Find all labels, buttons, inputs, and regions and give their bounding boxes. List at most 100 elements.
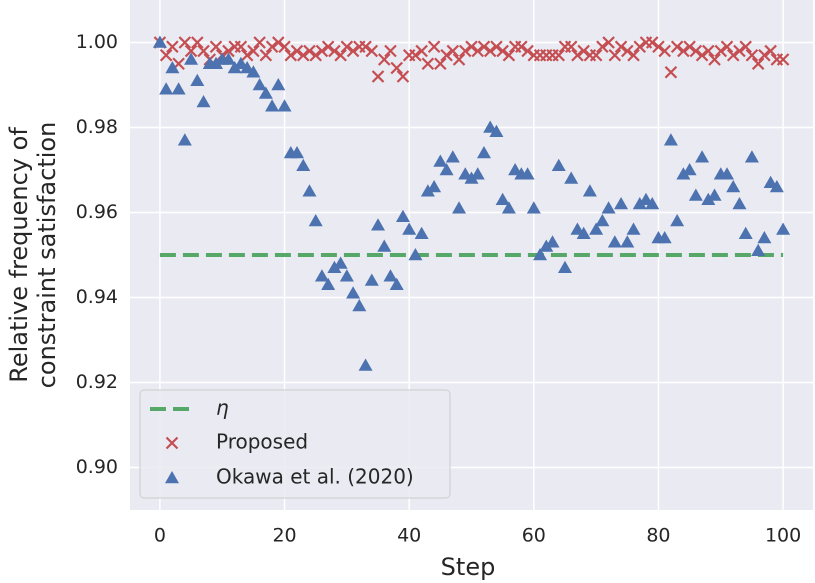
x-tick-label: 40	[397, 525, 421, 547]
x-marker	[670, 40, 684, 54]
x-marker	[733, 44, 746, 58]
x-marker	[608, 48, 622, 62]
x-stroke	[321, 40, 335, 54]
x-marker	[309, 48, 322, 62]
triangle-marker	[277, 99, 292, 112]
x-stroke	[359, 40, 372, 54]
x-stroke	[751, 57, 765, 71]
x-marker	[452, 53, 466, 66]
x-stroke	[658, 44, 671, 58]
x-marker	[683, 40, 696, 54]
x-stroke	[602, 36, 615, 49]
x-marker	[446, 44, 460, 58]
triangle-marker	[445, 150, 460, 163]
x-marker	[284, 48, 298, 62]
x-marker	[739, 40, 752, 54]
x-marker	[589, 48, 603, 62]
triangle-marker	[395, 209, 410, 222]
triangle-marker	[589, 222, 604, 235]
triangle-marker	[364, 273, 379, 286]
triangle-marker	[663, 133, 678, 146]
x-stroke	[577, 44, 590, 58]
x-stroke	[309, 48, 322, 62]
x-tick-label: 80	[646, 525, 670, 547]
x-stroke	[477, 40, 491, 54]
triangle-marker	[383, 269, 398, 282]
x-marker	[296, 48, 310, 62]
legend-box	[139, 389, 451, 499]
x-marker	[371, 70, 385, 83]
triangle-marker	[526, 201, 541, 214]
triangle-marker	[358, 358, 373, 371]
x-stroke	[726, 48, 740, 62]
x-stroke	[159, 48, 173, 62]
y-tick-label: 0.98	[76, 116, 118, 138]
triangle-marker	[695, 150, 710, 163]
x-marker	[776, 53, 790, 66]
x-marker	[496, 44, 509, 58]
triangle-marker	[377, 239, 392, 252]
x-marker	[708, 53, 721, 66]
x-marker	[328, 44, 341, 58]
x-stroke	[483, 44, 497, 58]
x-marker	[502, 48, 516, 62]
triangle-marker	[576, 226, 591, 239]
x-stroke	[695, 48, 709, 62]
triangle-marker	[265, 99, 280, 112]
x-marker	[253, 36, 266, 49]
triangle-marker	[420, 184, 435, 197]
x-marker	[321, 40, 335, 54]
x-marker	[664, 65, 678, 79]
x-marker	[515, 40, 528, 54]
triangle-marker	[464, 171, 479, 184]
x-stroke	[427, 40, 441, 54]
x-stroke	[677, 44, 690, 58]
x-stroke	[664, 65, 678, 79]
triangle-marker	[688, 188, 703, 201]
x-stroke	[415, 44, 428, 58]
x-tick-label: 20	[272, 525, 296, 547]
x-marker	[596, 40, 609, 54]
triangle-marker	[327, 260, 342, 273]
x-marker	[209, 40, 223, 54]
x-marker	[689, 44, 703, 58]
y-axis-label: Relative frequency of	[5, 127, 33, 383]
triangle-marker	[545, 235, 560, 248]
x-marker	[396, 70, 410, 83]
x-stroke	[209, 40, 223, 54]
x-stroke	[733, 44, 746, 58]
x-stroke	[614, 40, 628, 54]
triangle-marker	[302, 184, 317, 197]
triangle-marker	[744, 150, 759, 163]
x-stroke	[290, 44, 304, 58]
x-marker	[159, 48, 173, 62]
x-marker	[272, 36, 285, 49]
x-stroke	[496, 44, 509, 58]
x-stroke	[303, 44, 316, 58]
triangle-marker	[439, 163, 454, 176]
x-marker	[652, 40, 665, 54]
x-marker	[377, 53, 391, 66]
triangle-marker	[308, 214, 323, 227]
x-stroke	[758, 48, 771, 62]
x-stroke	[340, 40, 354, 54]
triangle-marker	[177, 133, 192, 146]
triangle-marker	[296, 158, 311, 171]
triangle-marker	[221, 52, 236, 65]
x-marker	[458, 44, 472, 58]
triangle-marker	[184, 52, 199, 65]
x-stroke	[265, 40, 279, 54]
triangle-marker	[620, 235, 635, 248]
triangle-marker	[489, 124, 504, 137]
x-marker	[247, 44, 260, 58]
triangle-marker	[582, 184, 597, 197]
triangle-marker	[520, 167, 535, 180]
x-stroke	[776, 53, 790, 66]
triangle-marker	[645, 197, 660, 210]
x-stroke	[440, 48, 453, 62]
x-marker	[552, 48, 566, 62]
x-marker	[415, 44, 428, 58]
triangle-marker	[657, 231, 672, 244]
x-stroke	[328, 44, 341, 58]
triangle-marker	[470, 167, 485, 180]
